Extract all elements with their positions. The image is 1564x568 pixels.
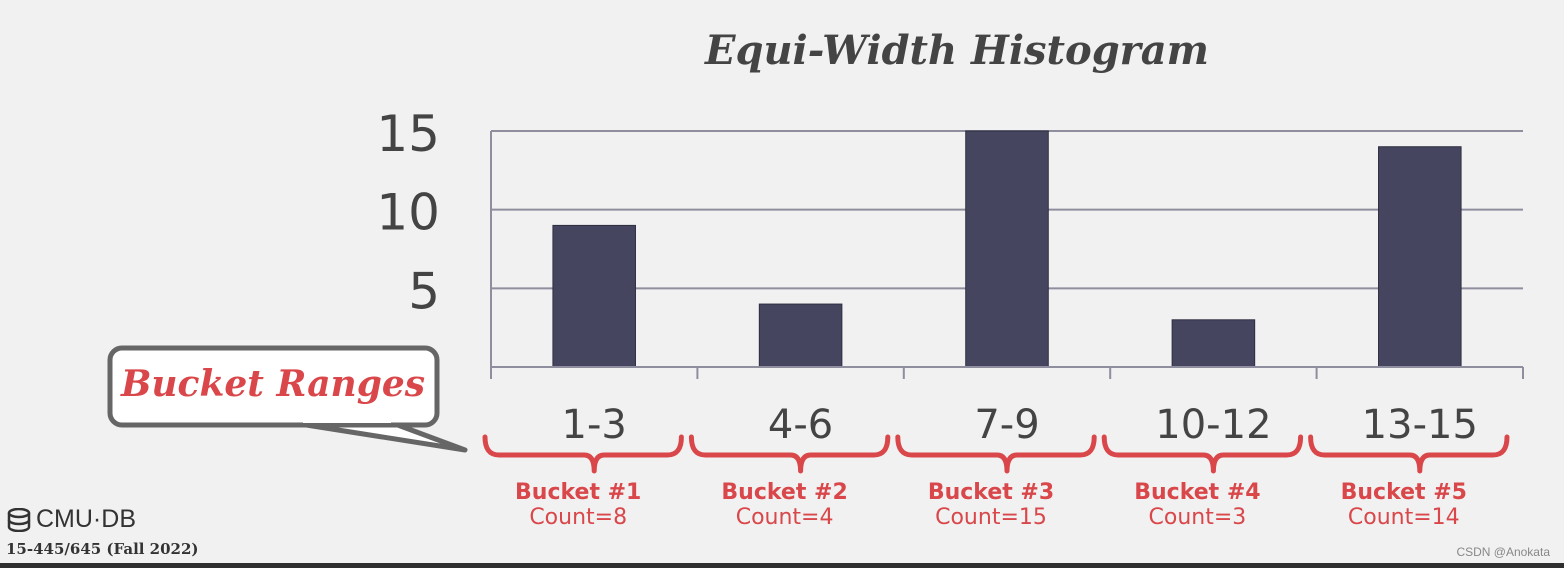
x-tick-labels: 1-3 4-6 7-9 10-12 13-15 [562, 402, 1478, 448]
bottom-border [0, 563, 1564, 568]
bars [552, 130, 1462, 368]
bucket-ranges-callout: Bucket Ranges [107, 345, 468, 453]
y-axis-ticks: 5 10 15 [376, 105, 440, 320]
bucket-count-5: Count=14 [1348, 505, 1460, 530]
bucket-brace-4 [1101, 434, 1304, 474]
callout-pointer-cover [303, 415, 391, 423]
bucket-count-2: Count=4 [736, 505, 834, 530]
bucket-count-4: Count=3 [1149, 505, 1247, 530]
y-tick-label-10: 10 [376, 184, 440, 242]
watermark: CSDN @Anokata [1456, 545, 1550, 559]
bucket-count-3: Count=15 [935, 505, 1047, 530]
bucket-brace-1 [482, 434, 684, 474]
cmu-db-logo: CMU·DB [6, 505, 136, 534]
chart-title: Equi-Width Histogram [704, 27, 1209, 74]
bucket-brace-3 [895, 434, 1097, 474]
bucket-name-2: Bucket #2 [721, 480, 847, 505]
bucket-name-1: Bucket #1 [515, 480, 641, 505]
course-label: 15-445/645 (Fall 2022) [6, 540, 199, 558]
y-tick-label-15: 15 [376, 105, 440, 163]
bucket-brace-5 [1308, 434, 1510, 474]
bar-2 [758, 303, 843, 368]
x-tick-label-4: 10-12 [1155, 402, 1271, 448]
bucket-name-4: Bucket #4 [1134, 480, 1260, 505]
y-tick-label-5: 5 [408, 262, 440, 320]
x-tick-label-2: 4-6 [768, 402, 833, 448]
callout-pointer [297, 421, 468, 453]
bucket-name-5: Bucket #5 [1341, 480, 1467, 505]
x-tick-label-1: 1-3 [562, 402, 627, 448]
bucket-braces [482, 434, 1510, 474]
bar-3 [965, 130, 1049, 368]
callout-box [107, 345, 440, 428]
database-icon [7, 507, 31, 532]
x-axis [490, 366, 1524, 379]
bar-4 [1171, 319, 1256, 368]
callout-text: Bucket Ranges [120, 363, 425, 405]
x-tick-label-5: 13-15 [1362, 402, 1478, 448]
logo-text: CMU·DB [36, 505, 136, 533]
bucket-name-3: Bucket #3 [928, 480, 1054, 505]
bar-1 [552, 224, 636, 368]
x-tick-label-3: 7-9 [974, 402, 1039, 448]
bucket-count-1: Count=8 [529, 505, 627, 530]
bucket-brace-2 [688, 434, 891, 474]
bar-5 [1378, 146, 1462, 368]
